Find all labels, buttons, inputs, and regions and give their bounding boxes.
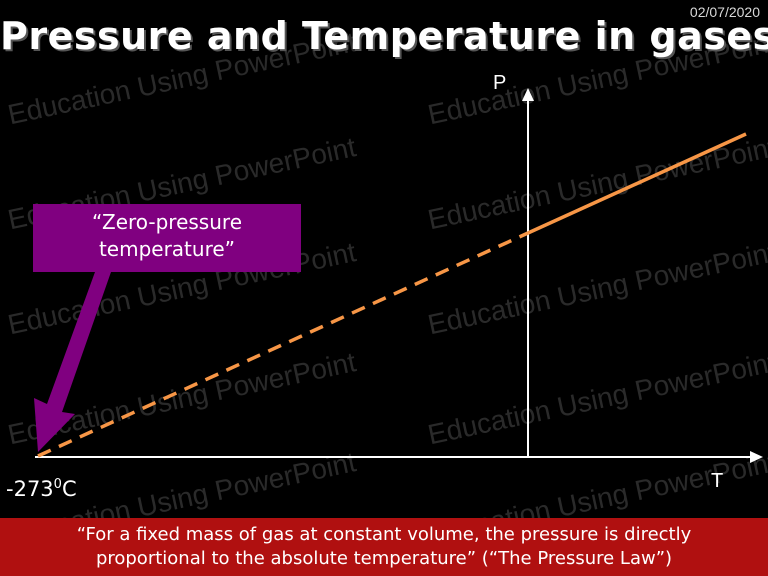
y-axis-arrowhead [522,88,534,101]
x-axis-arrowhead [750,451,763,463]
y-axis-label: P [493,72,507,94]
absolute-zero-unit: C [61,477,77,501]
absolute-zero-value: -273 [6,477,54,501]
measured-line [527,132,747,235]
footer-line-1: “For a fixed mass of gas at constant vol… [76,524,692,545]
footer-line-2: proportional to the absolute temperature… [95,548,673,569]
slide-date: 02/07/2020 [689,4,760,20]
absolute-zero-label: -2730C [6,477,77,501]
callout-arrow [34,272,111,452]
callout-line-2: temperature” [98,237,236,261]
extrapolated-line [37,231,529,458]
x-axis-label: T [711,470,724,492]
slide-title: Pressure and Temperature in gases [0,14,768,58]
pressure-law-footer: “For a fixed mass of gas at constant vol… [0,518,768,576]
zero-pressure-callout: “Zero-pressure temperature” [33,204,301,272]
degree-superscript: 0 [53,477,62,492]
callout-line-1: “Zero-pressure [91,210,242,234]
